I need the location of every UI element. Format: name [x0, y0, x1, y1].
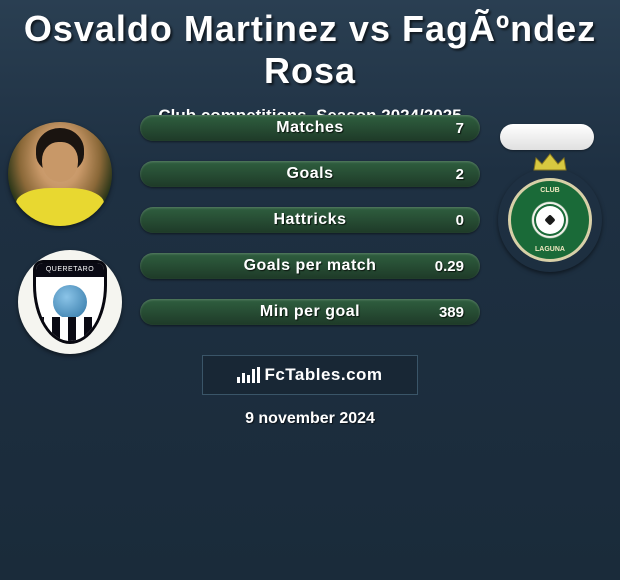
fctables-logo-text: FcTables.com — [264, 365, 382, 385]
stat-row: Min per goal 389 — [0, 299, 620, 325]
stat-row: Matches 7 — [0, 115, 620, 141]
stat-pill: Goals 2 — [140, 161, 480, 187]
stat-label: Matches — [276, 119, 344, 137]
stat-value: 389 — [439, 304, 464, 321]
stat-row: Goals per match 0.29 — [0, 253, 620, 279]
bar-chart-icon — [237, 367, 260, 383]
stat-value: 0 — [456, 212, 464, 229]
date-text: 9 november 2024 — [0, 410, 620, 428]
stats-area: Matches 7 Goals 2 Hattricks 0 Goals per match 0… — [0, 115, 620, 345]
stat-value: 0.29 — [435, 258, 464, 275]
stat-row: Goals 2 — [0, 161, 620, 187]
stat-label: Goals per match — [244, 257, 377, 275]
stat-label: Goals — [287, 165, 334, 183]
stat-pill: Goals per match 0.29 — [140, 253, 480, 279]
fctables-logo: FcTables.com — [202, 355, 418, 395]
stat-pill: Matches 7 — [140, 115, 480, 141]
stat-value: 7 — [456, 120, 464, 137]
infographic-container: Osvaldo Martinez vs FagÃºndez Rosa Club … — [0, 0, 620, 580]
stat-pill: Min per goal 389 — [140, 299, 480, 325]
page-title: Osvaldo Martinez vs FagÃºndez Rosa — [0, 0, 620, 92]
stat-pill: Hattricks 0 — [140, 207, 480, 233]
stat-value: 2 — [456, 166, 464, 183]
stat-row: Hattricks 0 — [0, 207, 620, 233]
stat-label: Hattricks — [274, 211, 347, 229]
stat-label: Min per goal — [260, 303, 360, 321]
